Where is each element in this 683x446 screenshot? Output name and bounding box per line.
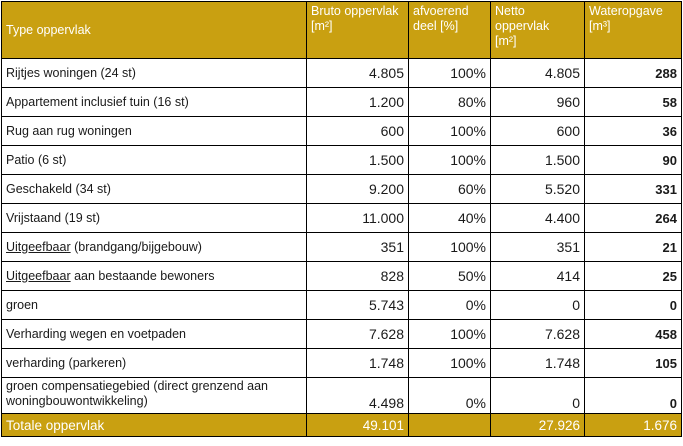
- table-row: Rug aan rug woningen 600 100% 600 36: [1, 116, 682, 146]
- row-afvoerend: 100%: [408, 58, 491, 88]
- header-netto: Netto oppervlak [m²]: [490, 1, 585, 59]
- row-netto: 414: [490, 261, 585, 291]
- row-wateropgave: 36: [584, 116, 682, 146]
- table-row: Uitgeefbaar (brandgang/bijgebouw) 351 100%…: [1, 232, 682, 262]
- row-afvoerend: 100%: [408, 116, 491, 146]
- row-netto: 0: [490, 290, 585, 320]
- row-wateropgave: 58: [584, 87, 682, 117]
- row-bruto: 5.743: [306, 290, 409, 320]
- table-row: Geschakeld (34 st) 9.200 60% 5.520 331: [1, 174, 682, 204]
- row-wateropgave: 90: [584, 145, 682, 175]
- table-row: Uitgeefbaar aan bestaande bewoners 828 50%…: [1, 261, 682, 291]
- row-afvoerend: 50%: [408, 261, 491, 291]
- row-label: Rug aan rug woningen: [1, 116, 307, 146]
- header-afvoerend: afvoerend deel [%]: [408, 1, 491, 59]
- table-row: groen compensatiegebied (direct grenzend…: [1, 377, 682, 414]
- row-bruto: 1.500: [306, 145, 409, 175]
- row-label: groen: [1, 290, 307, 320]
- row-wateropgave: 288: [584, 58, 682, 88]
- row-label: Uitgeefbaar (brandgang/bijgebouw): [1, 232, 307, 262]
- row-wateropgave: 0: [584, 290, 682, 320]
- row-label: Patio (6 st): [1, 145, 307, 175]
- total-netto: 27.926: [490, 413, 585, 437]
- row-afvoerend: 0%: [408, 290, 491, 320]
- row-label: Vrijstaand (19 st): [1, 203, 307, 233]
- row-label: verharding (parkeren): [1, 348, 307, 378]
- row-afvoerend: 60%: [408, 174, 491, 204]
- row-bruto: 11.000: [306, 203, 409, 233]
- table-row: Patio (6 st) 1.500 100% 1.500 90: [1, 145, 682, 175]
- row-bruto: 7.628: [306, 319, 409, 349]
- row-afvoerend: 40%: [408, 203, 491, 233]
- row-netto: 600: [490, 116, 585, 146]
- row-netto: 1.500: [490, 145, 585, 175]
- row-bruto: 4.805: [306, 58, 409, 88]
- row-label: Rijtjes woningen (24 st): [1, 58, 307, 88]
- table-row: verharding (parkeren) 1.748 100% 1.748 105: [1, 348, 682, 378]
- row-afvoerend: 100%: [408, 232, 491, 262]
- row-wateropgave: 264: [584, 203, 682, 233]
- row-afvoerend: 0%: [408, 377, 491, 414]
- header-row: Type oppervlak Bruto oppervlak [m²] afvoe…: [1, 1, 682, 59]
- table-row: groen 5.743 0% 0 0: [1, 290, 682, 320]
- row-netto: 7.628: [490, 319, 585, 349]
- row-netto: 4.805: [490, 58, 585, 88]
- total-label: Totale oppervlak: [1, 413, 307, 437]
- table-row: Rijtjes woningen (24 st) 4.805 100% 4.805 28…: [1, 58, 682, 88]
- row-bruto: 1.748: [306, 348, 409, 378]
- row-wateropgave: 105: [584, 348, 682, 378]
- row-wateropgave: 21: [584, 232, 682, 262]
- table-row: Appartement inclusief tuin (16 st) 1.200 8…: [1, 87, 682, 117]
- row-bruto: 600: [306, 116, 409, 146]
- row-wateropgave: 0: [584, 377, 682, 414]
- row-afvoerend: 100%: [408, 145, 491, 175]
- row-afvoerend: 80%: [408, 87, 491, 117]
- row-afvoerend: 100%: [408, 348, 491, 378]
- row-bruto: 4.498: [306, 377, 409, 414]
- row-label: Appartement inclusief tuin (16 st): [1, 87, 307, 117]
- row-wateropgave: 25: [584, 261, 682, 291]
- row-netto: 4.400: [490, 203, 585, 233]
- header-wateropgave: Wateropgave [m³]: [584, 1, 682, 59]
- total-bruto: 49.101: [306, 413, 409, 437]
- row-label: Uitgeefbaar aan bestaande bewoners: [1, 261, 307, 291]
- row-afvoerend: 100%: [408, 319, 491, 349]
- row-netto: 5.520: [490, 174, 585, 204]
- row-bruto: 1.200: [306, 87, 409, 117]
- header-type: Type oppervlak: [1, 1, 307, 59]
- row-netto: 0: [490, 377, 585, 414]
- total-wateropgave: 1.676: [584, 413, 682, 437]
- row-bruto: 9.200: [306, 174, 409, 204]
- row-bruto: 351: [306, 232, 409, 262]
- water-area-table: Type oppervlak Bruto oppervlak [m²] afvoe…: [1, 1, 682, 437]
- table-row: Vrijstaand (19 st) 11.000 40% 4.400 264: [1, 203, 682, 233]
- row-label: Geschakeld (34 st): [1, 174, 307, 204]
- total-row: Totale oppervlak 49.101 27.926 1.676: [1, 413, 682, 437]
- row-label: Verharding wegen en voetpaden: [1, 319, 307, 349]
- row-wateropgave: 458: [584, 319, 682, 349]
- row-netto: 960: [490, 87, 585, 117]
- row-netto: 351: [490, 232, 585, 262]
- row-bruto: 828: [306, 261, 409, 291]
- table-row: Verharding wegen en voetpaden 7.628 100% 7.…: [1, 319, 682, 349]
- row-wateropgave: 331: [584, 174, 682, 204]
- row-netto: 1.748: [490, 348, 585, 378]
- total-afvoerend: [408, 413, 491, 437]
- header-bruto: Bruto oppervlak [m²]: [306, 1, 409, 59]
- row-label: groen compensatiegebied (direct grenzend…: [1, 377, 307, 414]
